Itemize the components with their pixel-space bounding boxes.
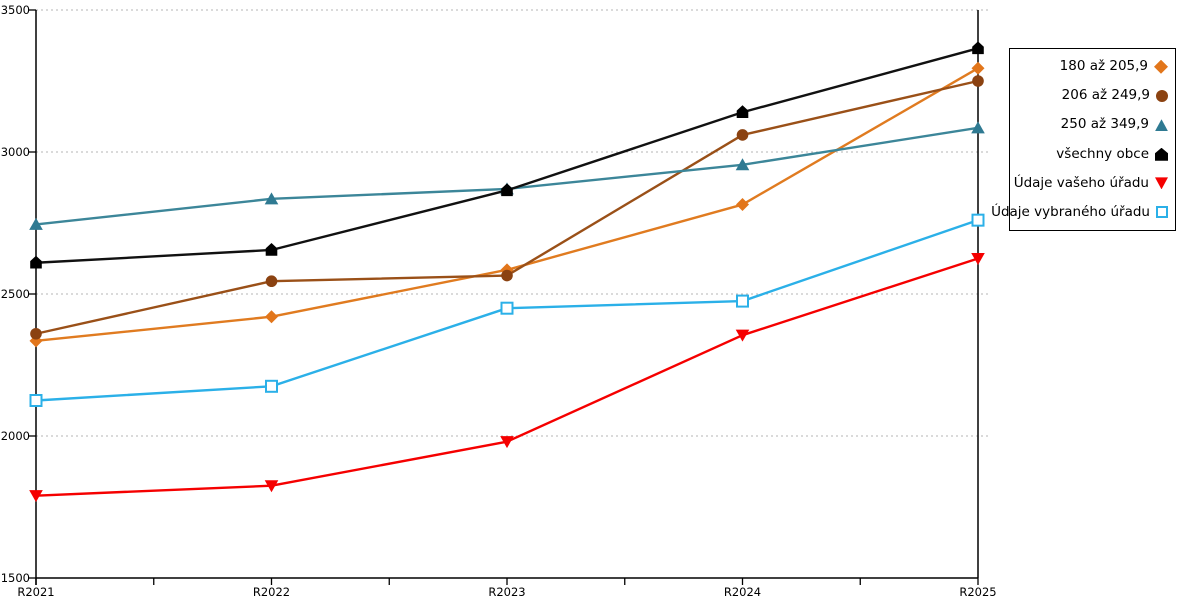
data-point-triangle-down [500,436,514,449]
triangle-down-marker-icon [1155,177,1168,190]
data-point-circle [30,327,42,340]
data-point-diamond [265,310,278,324]
data-point-house [972,41,984,55]
legend-label: Údaje vybraného úřadu [991,203,1150,220]
data-point-square-open [971,213,985,227]
data-point-triangle-up [29,217,43,230]
triangle-up-marker-icon [1155,119,1168,132]
data-point-house [265,242,278,256]
house-marker-icon [1155,147,1168,161]
series-line-2 [35,126,979,226]
legend-item: 180 až 205,9 [1010,60,1175,74]
x-tick-label: R2023 [488,585,525,599]
data-point-circle [501,269,513,282]
y-tick-label: 3000 [1,145,30,159]
data-point-triangle-down [971,253,985,265]
legend-label: 180 až 205,9 [1059,58,1148,75]
legend-label: 250 až 349,9 [1060,116,1149,133]
data-point-triangle-down [735,329,750,342]
y-tick-label: 1500 [1,571,30,585]
data-point-triangle-down [264,480,279,493]
legend-item: 250 až 349,9 [1010,118,1175,132]
diamond-marker-icon [1154,59,1168,74]
series-line-0 [35,67,979,343]
data-point-square-open [736,294,749,308]
legend-item: všechny obce [1010,145,1175,162]
data-point-triangle-down [29,490,43,503]
data-point-triangle-up [735,158,750,171]
y-tick-label: 2500 [1,287,30,301]
legend-label: všechny obce [1056,145,1149,162]
data-point-diamond [736,198,749,212]
data-point-house [736,105,749,119]
y-tick-label: 2000 [1,429,30,443]
data-point-house [501,183,513,197]
legend-label: 206 až 249,9 [1061,87,1150,104]
square-open-marker-icon [1156,206,1168,219]
y-tick-label: 3500 [1,3,30,17]
series-line-1 [35,79,979,335]
x-tick-label: R2021 [17,585,54,599]
data-point-circle [972,75,984,87]
data-point-circle [736,129,749,141]
data-point-diamond [971,61,985,75]
data-point-house [30,255,42,269]
x-tick-label: R2022 [253,585,290,599]
data-point-square-open [265,379,278,393]
legend-item: Údaje vybraného úřadu [991,205,1175,220]
legend: 180 až 205,9 206 až 249,9 250 až 349,9 v… [991,48,1176,231]
circle-marker-icon [1156,90,1168,103]
legend-item: 206 až 249,9 [1010,89,1175,103]
data-point-triangle-up [971,121,985,134]
x-tick-label: R2024 [724,585,761,599]
legend-item: Údaje vašeho úřadu [1010,174,1175,191]
data-point-square-open [29,394,43,407]
data-point-circle [265,275,278,288]
data-point-square-open [500,301,514,315]
x-tick-label: R2025 [959,585,996,599]
data-point-triangle-up [264,192,279,205]
legend-label: Údaje vašeho úřadu [1013,174,1149,191]
series-line-3 [35,47,979,264]
